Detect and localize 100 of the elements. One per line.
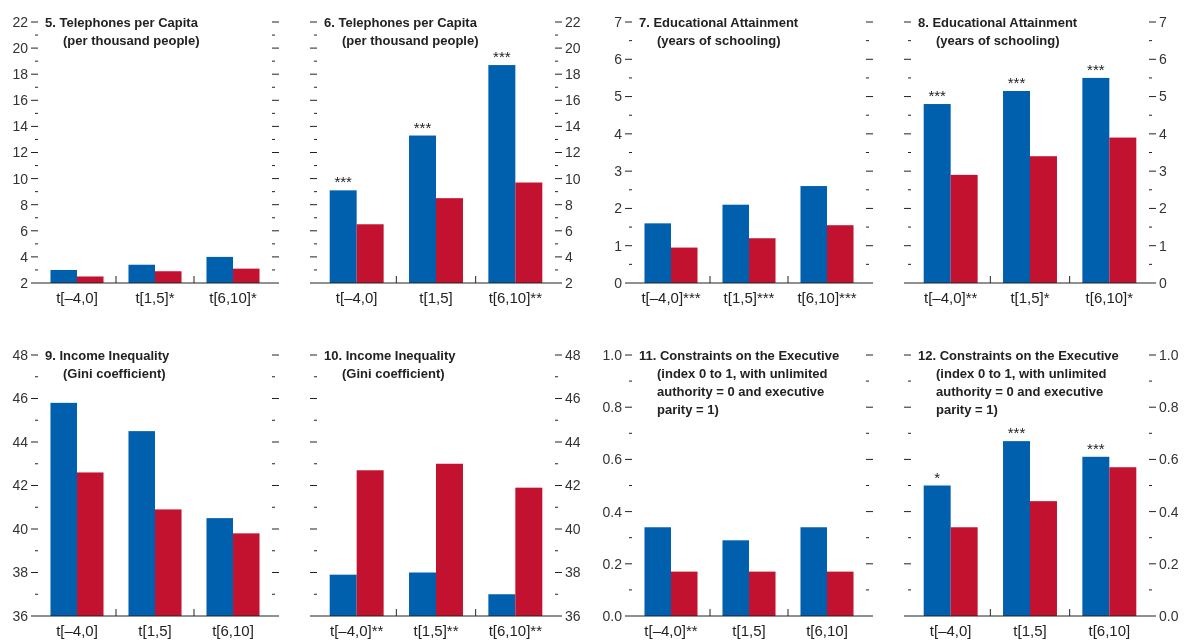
y-tick-label: 0.4 bbox=[602, 503, 623, 520]
bar bbox=[749, 571, 776, 616]
bar bbox=[671, 571, 698, 616]
bar bbox=[749, 238, 776, 283]
y2-tick-label: 10 bbox=[565, 170, 581, 187]
y2-tick-label: 7 bbox=[1159, 13, 1167, 30]
y-tick-label: 0.2 bbox=[602, 555, 623, 572]
annotation: *** bbox=[1087, 60, 1105, 78]
y-tick-label: 12 bbox=[12, 144, 29, 161]
annotation: *** bbox=[928, 87, 947, 105]
bar bbox=[1082, 77, 1110, 283]
x-tick-label: t[1,5] bbox=[138, 622, 172, 639]
bar bbox=[827, 225, 854, 283]
y2-tick-label: 36 bbox=[565, 607, 581, 624]
chart-title: 7. Educational Attainment bbox=[639, 15, 799, 30]
annotation: * bbox=[934, 468, 941, 486]
x-tick-label: t[–4,0] bbox=[56, 289, 98, 306]
bar bbox=[923, 104, 951, 283]
text: (per thousand people) bbox=[342, 33, 479, 48]
y2-tick-label: 0.6 bbox=[1159, 451, 1179, 468]
x-tick-label: t[6,10]* bbox=[1085, 289, 1134, 306]
bar bbox=[1109, 467, 1137, 616]
y2-tick-label: 44 bbox=[565, 433, 581, 450]
y2-tick-label: 46 bbox=[565, 390, 581, 407]
chart-title: 11. Constraints on the Executive bbox=[639, 348, 840, 363]
x-tick-label: t[1,5]*** bbox=[723, 289, 775, 306]
y2-tick-label: 14 bbox=[565, 118, 581, 135]
annotation: *** bbox=[1087, 439, 1105, 457]
bar bbox=[800, 186, 827, 283]
y2-tick-label: 0.0 bbox=[1159, 607, 1179, 624]
y2-tick-label: 42 bbox=[565, 477, 581, 494]
y-tick-label: 16 bbox=[12, 92, 29, 109]
x-tick-label: t[1,5]* bbox=[1010, 289, 1050, 306]
annotation: *** bbox=[1007, 73, 1026, 91]
chart-title: 10. Income Inequality bbox=[324, 348, 457, 363]
bar bbox=[644, 527, 671, 616]
bar bbox=[722, 540, 749, 616]
y-tick-label: 40 bbox=[12, 520, 29, 537]
y-tick-label: 46 bbox=[12, 390, 29, 407]
y-tick-label: 20 bbox=[12, 40, 29, 56]
y2-tick-label: 2 bbox=[1159, 200, 1167, 217]
bar bbox=[827, 571, 854, 616]
text: (Gini coefficient) bbox=[342, 366, 445, 381]
x-tick-label: t[1,5] bbox=[419, 289, 453, 306]
text: (per thousand people) bbox=[63, 33, 200, 48]
x-tick-label: t[–4,0] bbox=[929, 622, 972, 639]
text: (Gini coefficient) bbox=[63, 366, 166, 381]
y2-tick-label: 48 bbox=[565, 346, 581, 363]
x-tick-label: t[–4,0]** bbox=[644, 622, 698, 639]
chart-title: 8. Educational Attainment bbox=[918, 15, 1078, 30]
x-tick-label: t[1,5]** bbox=[413, 622, 459, 639]
y-tick-label: 44 bbox=[12, 433, 29, 450]
x-tick-label: t[6,10]** bbox=[488, 622, 543, 639]
y2-tick-label: 22 bbox=[565, 13, 581, 30]
x-tick-label: t[–4,0] bbox=[56, 622, 98, 639]
y-tick-label: 18 bbox=[12, 66, 29, 83]
annotation: *** bbox=[493, 48, 511, 66]
bar bbox=[950, 527, 978, 616]
annotation: *** bbox=[1007, 424, 1026, 442]
y-tick-label: 4 bbox=[614, 125, 623, 142]
bar bbox=[722, 204, 749, 283]
y-tick-label: 22 bbox=[12, 13, 29, 30]
y-tick-label: 5 bbox=[614, 88, 623, 105]
y-tick-label: 2 bbox=[20, 274, 29, 291]
y-tick-label: 14 bbox=[12, 118, 29, 135]
y-tick-label: 0.0 bbox=[602, 607, 623, 624]
y2-tick-label: 6 bbox=[565, 222, 573, 239]
bar bbox=[1003, 441, 1030, 616]
bar bbox=[644, 223, 671, 283]
y2-tick-label: 6 bbox=[1159, 51, 1167, 68]
bar bbox=[1030, 501, 1057, 616]
y-tick-label: 6 bbox=[614, 51, 623, 68]
y-tick-label: 2 bbox=[614, 200, 623, 217]
x-tick-label: t[–4,0]** bbox=[329, 622, 384, 639]
y-tick-label: 1.0 bbox=[602, 346, 623, 363]
bar bbox=[800, 527, 827, 616]
y-tick-label: 4 bbox=[20, 248, 29, 265]
chart-title: 9. Income Inequality bbox=[45, 348, 171, 363]
x-tick-label: t[6,10] bbox=[212, 622, 254, 639]
x-tick-label: t[1,5] bbox=[732, 622, 766, 639]
y2-tick-label: 12 bbox=[565, 144, 581, 161]
y2-tick-label: 8 bbox=[565, 196, 573, 213]
y2-tick-label: 40 bbox=[565, 520, 581, 537]
y-tick-label: 48 bbox=[12, 346, 29, 363]
y-tick-label: 8 bbox=[20, 196, 29, 213]
x-tick-label: t[6,10]*** bbox=[797, 289, 857, 306]
text: (index 0 to 1, with unlimited authority = 0 and executive parity = 1) bbox=[657, 366, 828, 417]
y-tick-label: 36 bbox=[12, 607, 29, 624]
y2-tick-label: 3 bbox=[1159, 163, 1167, 180]
y-tick-label: 3 bbox=[614, 163, 623, 180]
x-tick-label: t[–4,0]** bbox=[923, 289, 978, 306]
y2-tick-label: 1.0 bbox=[1159, 346, 1179, 363]
y-tick-label: 42 bbox=[12, 477, 29, 494]
y-tick-label: 6 bbox=[20, 222, 29, 239]
y2-tick-label: 0.2 bbox=[1159, 555, 1179, 572]
x-tick-label: t[–4,0]*** bbox=[641, 289, 701, 306]
y2-tick-label: 4 bbox=[565, 248, 573, 265]
y2-tick-label: 0.8 bbox=[1159, 399, 1179, 416]
bar bbox=[950, 174, 978, 283]
x-tick-label: t[6,10]** bbox=[488, 289, 543, 306]
